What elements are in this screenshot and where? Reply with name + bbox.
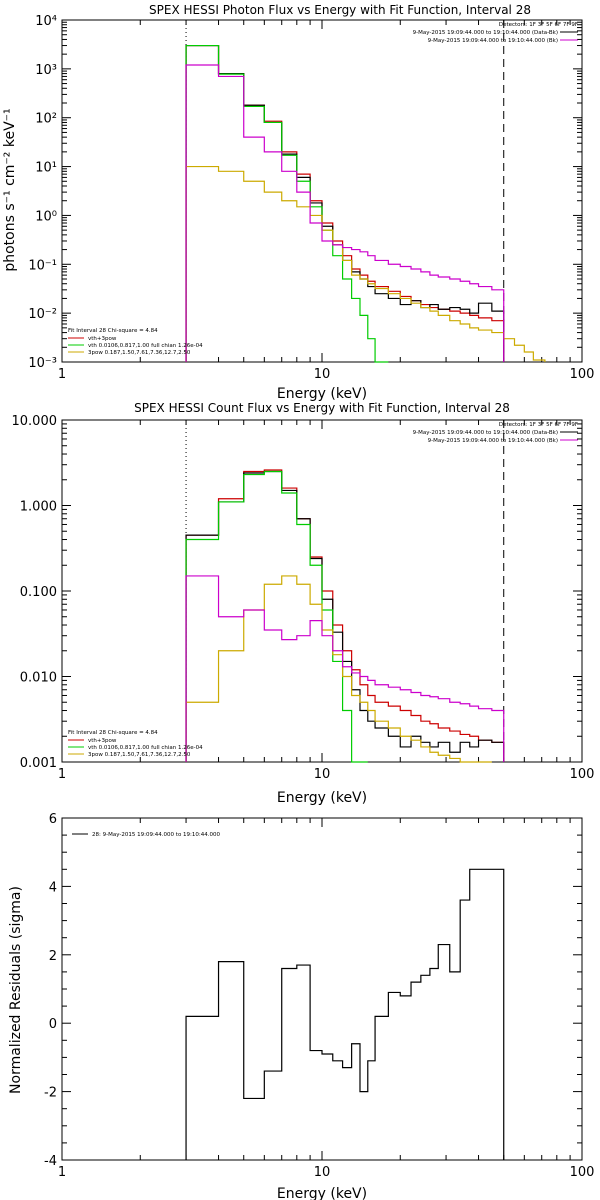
count-detectors-label: Detectors: 1F 3F 5F 6F 7F 9F — [499, 422, 578, 428]
photon-y-tick-label: 10⁻³ — [28, 356, 57, 371]
photon-marks: 1 10 100 10⁻³ 10⁻² 10⁻¹ 10⁰ 10¹ 10² 10³ 10⁴ — [28, 14, 594, 382]
photon-x-tick-label: 10 — [314, 367, 331, 382]
residuals-series-0 — [185, 868, 505, 1160]
count-y-tick-label: 10.000 — [12, 414, 58, 429]
residuals-y-tick-label: -2 — [44, 1086, 57, 1101]
photon-chart-title: SPEX HESSI Photon Flux vs Energy with Fi… — [149, 3, 531, 17]
photon-fit-red-label: vth+3pow — [88, 336, 117, 342]
count-fit-red-label: vth+3pow — [88, 738, 117, 744]
residuals-panel: 1 10 100 -4 -2 0 2 4 6 Energy (keV) Normalized R… — [8, 812, 594, 1200]
residuals-y-tick-label: 2 — [49, 949, 57, 964]
photon-y-tick-label: 10⁴ — [35, 14, 57, 29]
residuals-y-tick-label: 4 — [49, 880, 57, 895]
photon-y-tick-label: 10² — [35, 112, 57, 127]
residuals-x-tick-label: 1 — [58, 1165, 66, 1180]
photon-y-axis-label: photons s⁻¹ cm⁻² keV⁻¹ — [2, 108, 18, 271]
count-fit-yellow-label: 3pow 0.187,1.50,7.61,7.36,12.7,2.50 — [88, 752, 191, 758]
photon-detectors-label: Detectors: 1F 3F 5F 6F 7F 9F — [499, 22, 578, 28]
residuals-y-tick-label: 6 — [49, 812, 57, 827]
photon-fit-header: Fit Interval 28 Chi-square = 4.84 — [68, 328, 158, 334]
count-legend-bk-label: 9-May-2015 19:09:44.000 to 19:10:44.000 … — [428, 438, 558, 444]
count-series-4 — [185, 575, 505, 762]
count-chart-title: SPEX HESSI Count Flux vs Energy with Fit… — [134, 401, 510, 415]
residuals-x-tick-label: 100 — [570, 1165, 595, 1180]
photon-legend-bk-label: 9-May-2015 19:09:44.000 to 19:10:44.000 … — [428, 38, 558, 44]
residuals-marks: 1 10 100 -4 -2 0 2 4 6 — [44, 812, 594, 1180]
count-series-3 — [185, 575, 492, 763]
photon-fit-yellow-label: 3pow 0.187,1.50,7.61,7.36,12.7,2.50 — [88, 350, 191, 356]
count-series-2 — [185, 470, 368, 763]
photon-series-1 — [185, 44, 505, 362]
count-x-axis-label: Energy (keV) — [277, 790, 367, 806]
count-x-tick-label: 100 — [570, 767, 595, 782]
count-y-tick-label: 1.000 — [20, 500, 57, 515]
count-x-tick-label: 10 — [314, 767, 331, 782]
count-series-0 — [185, 469, 505, 762]
count-y-tick-label: 0.100 — [20, 585, 57, 600]
photon-fit-green-label: vth 0.0106,0.817,1.00 full chian 1.26e-0… — [88, 343, 203, 349]
residuals-x-axis-label: Energy (keV) — [277, 1186, 367, 1200]
photon-flux-panel: SPEX HESSI Photon Flux vs Energy with Fi… — [2, 3, 594, 402]
photon-series-0 — [185, 44, 505, 362]
residuals-legend-label: 28: 9-May-2015 19:09:44.000 to 19:10:44.… — [92, 832, 221, 838]
count-y-tick-label: 0.001 — [20, 756, 57, 771]
residuals-y-tick-label: -4 — [44, 1154, 57, 1169]
residuals-y-axis-label: Normalized Residuals (sigma) — [8, 886, 24, 1094]
photon-series-2 — [185, 44, 389, 363]
photon-series-4 — [185, 64, 505, 362]
residuals-y-tick-label: 0 — [49, 1017, 57, 1032]
residuals-x-tick-label: 10 — [314, 1165, 331, 1180]
photon-y-tick-label: 10³ — [35, 63, 57, 78]
count-fit-header: Fit Interval 28 Chi-square = 4.84 — [68, 730, 158, 736]
photon-x-tick-label: 100 — [570, 367, 595, 382]
photon-y-tick-label: 10⁻¹ — [28, 258, 57, 273]
count-marks: 1 10 100 0.001 0.010 0.100 1.000 10.000 — [12, 414, 595, 782]
photon-series-3 — [185, 165, 546, 362]
photon-x-axis-label: Energy (keV) — [277, 386, 367, 402]
count-x-tick-label: 1 — [58, 767, 66, 782]
count-y-tick-label: 0.010 — [20, 671, 57, 686]
photon-y-tick-label: 10¹ — [35, 161, 57, 176]
photon-y-tick-label: 10⁰ — [35, 209, 57, 224]
photon-legend-data-label: 9-May-2015 19:09:44.000 to 19:10:44.000 … — [413, 30, 558, 36]
count-fit-green-label: vth 0.0106,0.817,1.00 full chian 1.26e-0… — [88, 745, 203, 751]
photon-y-tick-label: 10⁻² — [28, 307, 57, 322]
photon-x-tick-label: 1 — [58, 367, 66, 382]
count-flux-panel: SPEX HESSI Count Flux vs Energy with Fit… — [12, 401, 595, 806]
count-legend-data-label: 9-May-2015 19:09:44.000 to 19:10:44.000 … — [413, 430, 558, 436]
